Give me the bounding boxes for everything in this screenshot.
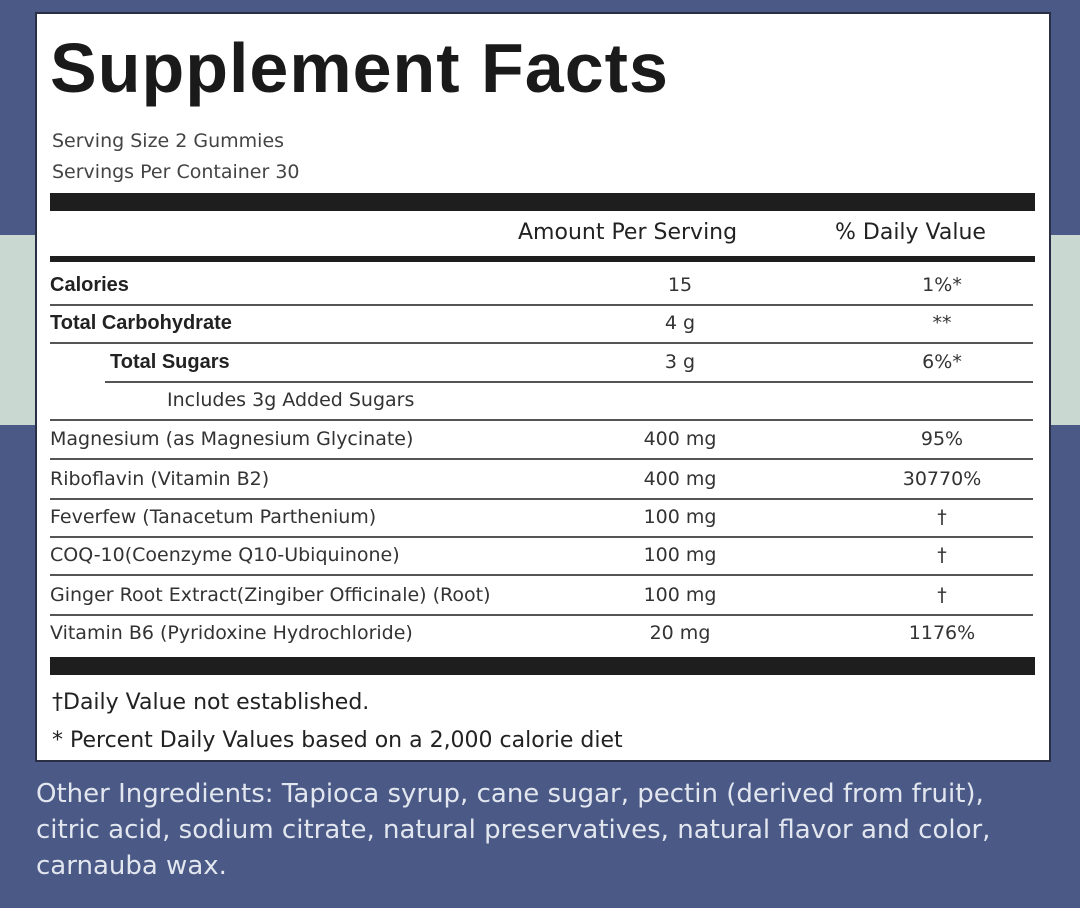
servings-per-container: Servings Per Container 30 [52,161,300,183]
row-rule [50,498,1033,500]
row-name: Total Carbohydrate [50,312,232,334]
row-amount: 4 g [664,312,696,334]
row-amount: 20 mg [649,622,711,644]
row-rule [105,381,1033,383]
row-rule [50,304,1033,306]
row-name: Vitamin B6 (Pyridoxine Hydrochloride) [50,622,413,644]
row-daily-value: ** [932,312,952,334]
row-rule [50,536,1033,538]
row-amount: 3 g [664,351,696,373]
facts-panel: Supplement Facts Serving Size 2 Gummies … [35,12,1051,762]
medium-rule [50,256,1035,262]
row-name: Total Sugars [110,351,230,373]
amount-header: Amount Per Serving [518,220,738,245]
row-rule [50,574,1033,576]
row-rule [50,419,1033,421]
title: Supplement Facts [50,29,669,107]
serving-size: Serving Size 2 Gummies [52,130,285,152]
row-name: Includes 3g Added Sugars [167,389,415,411]
footnote: * Percent Daily Values based on a 2,000 … [52,728,623,753]
row-name: Magnesium (as Magnesium Glycinate) [50,428,414,450]
row-name: Riboflavin (Vitamin B2) [50,468,270,490]
row-amount: 400 mg [643,428,717,450]
row-daily-value: † [937,544,947,566]
row-rule [50,342,1033,344]
daily-value-header: % Daily Value [835,220,986,245]
row-daily-value: † [937,584,947,606]
row-daily-value: 1%* [922,274,962,296]
row-rule [50,614,1033,616]
row-amount: 100 mg [643,544,717,566]
row-daily-value: 1176% [908,622,976,644]
row-amount: 400 mg [643,468,717,490]
thick-rule [50,193,1035,211]
footnote: †Daily Value not established. [52,690,370,715]
other-ingredients: Other Ingredients: Tapioca syrup, cane s… [36,779,991,881]
row-daily-value: 95% [920,428,964,450]
row-name: Ginger Root Extract(Zingiber Officinale)… [50,584,491,606]
row-daily-value: † [937,506,947,528]
row-amount: 100 mg [643,506,717,528]
row-daily-value: 30770% [902,468,982,490]
row-amount: 15 [667,274,693,296]
row-name: Calories [50,274,129,296]
row-name: COQ-10(Coenzyme Q10-Ubiquinone) [50,544,400,566]
row-name: Feverfew (Tanacetum Parthenium) [50,506,377,528]
thick-rule [50,657,1035,675]
row-amount: 100 mg [643,584,717,606]
row-daily-value: 6%* [922,351,962,373]
band [0,235,35,425]
band [1051,235,1080,425]
row-rule [50,458,1033,460]
